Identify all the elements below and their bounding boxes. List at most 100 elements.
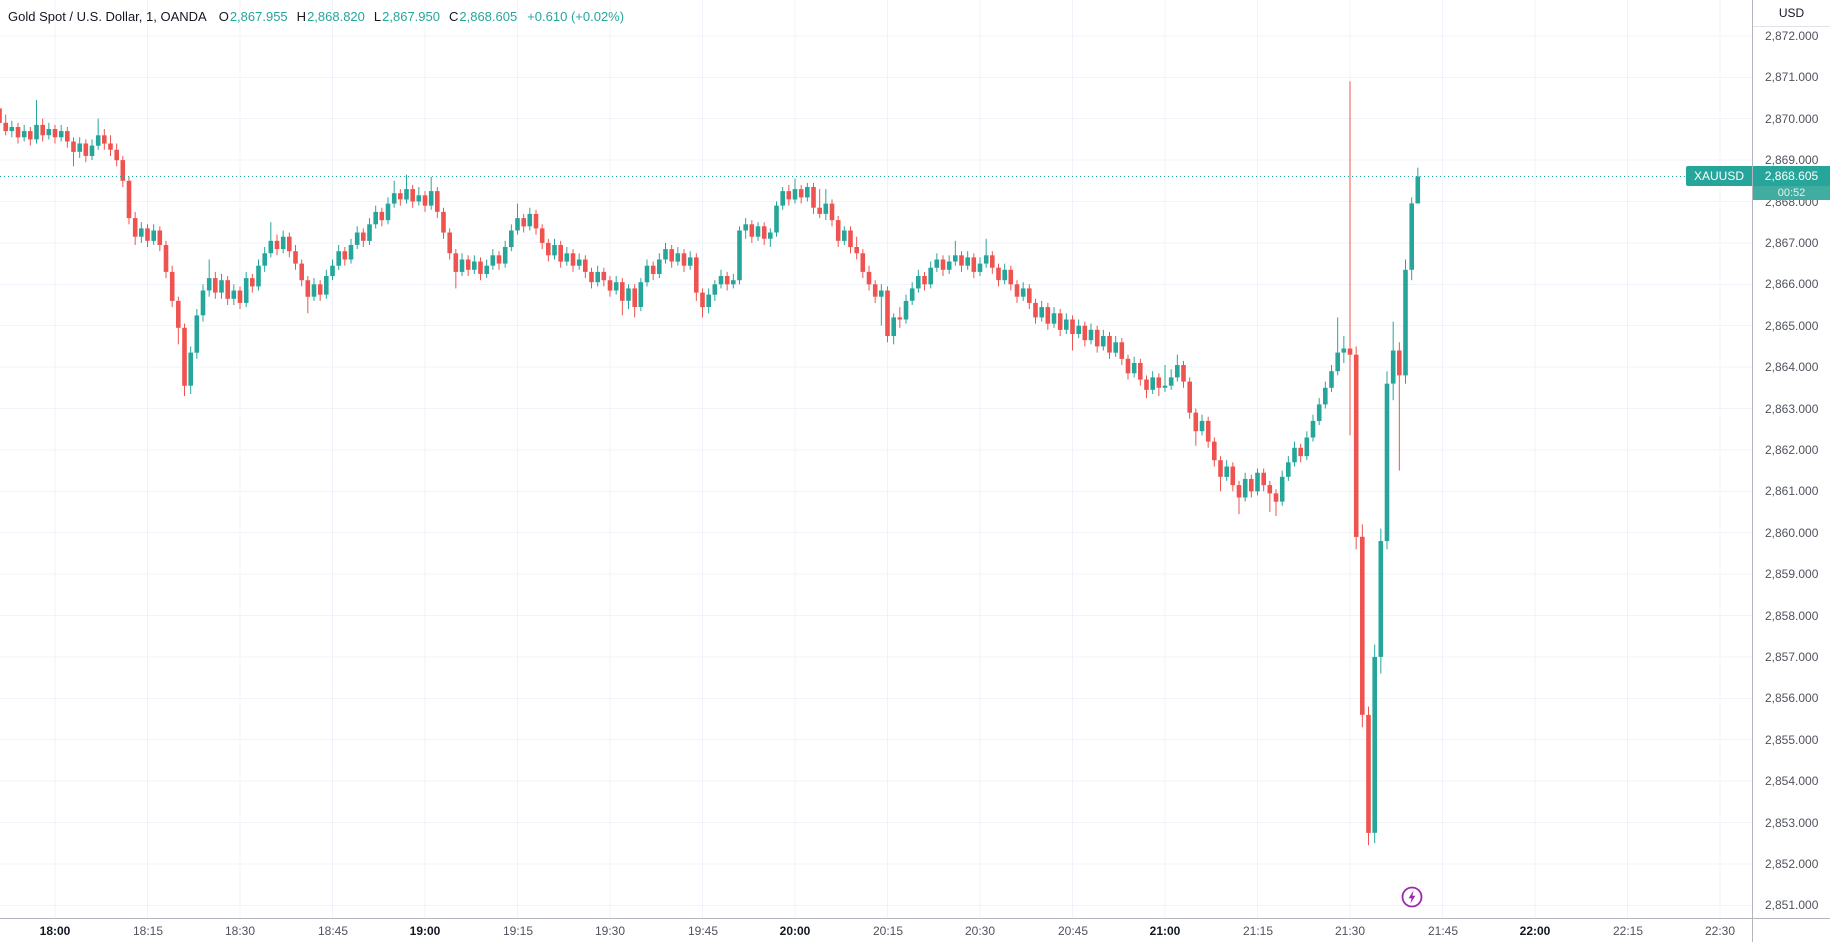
candle-body[interactable] — [120, 160, 126, 181]
candle-body[interactable] — [595, 271, 600, 283]
candle-body[interactable] — [706, 294, 711, 307]
candle-body[interactable] — [576, 259, 582, 266]
candle-body[interactable] — [632, 288, 637, 307]
candle-body[interactable] — [1070, 319, 1075, 335]
candle-body[interactable] — [1193, 412, 1199, 432]
candle-body[interactable] — [1230, 466, 1236, 486]
candle-body[interactable] — [311, 284, 317, 297]
candle-body[interactable] — [83, 143, 89, 156]
candle-body[interactable] — [675, 253, 681, 262]
candle-body[interactable] — [1107, 336, 1112, 353]
candle-body[interactable] — [1033, 302, 1038, 318]
candle-body[interactable] — [243, 278, 249, 303]
candle-body[interactable] — [132, 218, 138, 237]
candle-body[interactable] — [1372, 656, 1377, 833]
candle-body[interactable] — [336, 251, 341, 266]
chart-pane[interactable]: Gold Spot / U.S. Dollar, 1, OANDA O2,867… — [0, 0, 1752, 918]
candle-body[interactable] — [798, 189, 804, 198]
candle-body[interactable] — [761, 226, 767, 239]
candle-body[interactable] — [490, 255, 496, 266]
candle-body[interactable] — [299, 263, 304, 281]
candle-body[interactable] — [613, 282, 619, 291]
candle-body[interactable] — [644, 265, 650, 283]
candle-body[interactable] — [515, 218, 520, 231]
candles-layer[interactable] — [0, 81, 1421, 846]
candle-body[interactable] — [743, 224, 748, 231]
candle-body[interactable] — [1360, 536, 1365, 715]
candle-body[interactable] — [650, 265, 656, 274]
candle-body[interactable] — [1150, 377, 1155, 390]
candle-body[interactable] — [274, 240, 280, 250]
candle-body[interactable] — [139, 228, 144, 237]
candle-body[interactable] — [1384, 383, 1390, 541]
candle-body[interactable] — [1002, 269, 1007, 281]
candle-body[interactable] — [114, 149, 119, 161]
candle-body[interactable] — [533, 213, 539, 229]
candle-body[interactable] — [965, 257, 970, 266]
candle-body[interactable] — [805, 187, 810, 198]
candle-body[interactable] — [453, 253, 459, 272]
candle-body[interactable] — [971, 257, 977, 272]
candle-body[interactable] — [521, 218, 526, 227]
candle-body[interactable] — [990, 255, 995, 268]
candle-body[interactable] — [854, 247, 859, 254]
candle-body[interactable] — [213, 278, 218, 293]
candle-body[interactable] — [1323, 387, 1328, 405]
candle-body[interactable] — [1298, 447, 1303, 457]
candle-body[interactable] — [478, 261, 483, 274]
candle-body[interactable] — [342, 251, 348, 260]
candle-body[interactable] — [441, 211, 446, 233]
candle-body[interactable] — [206, 278, 212, 291]
candle-body[interactable] — [718, 276, 724, 285]
candle-body[interactable] — [817, 207, 822, 214]
candle-body[interactable] — [502, 247, 508, 264]
candle-body[interactable] — [916, 276, 921, 289]
candle-body[interactable] — [1175, 365, 1180, 378]
candle-body[interactable] — [163, 245, 169, 272]
candle-body[interactable] — [3, 122, 8, 132]
candle-body[interactable] — [231, 290, 237, 299]
candle-body[interactable] — [435, 191, 440, 212]
candle-body[interactable] — [823, 203, 829, 214]
candle-body[interactable] — [182, 327, 187, 386]
candle-body[interactable] — [1039, 307, 1044, 318]
candle-body[interactable] — [946, 261, 952, 270]
candle-body[interactable] — [58, 131, 64, 138]
candle-body[interactable] — [52, 129, 58, 138]
candle-body[interactable] — [1224, 466, 1229, 477]
candle-body[interactable] — [509, 230, 514, 248]
candle-body[interactable] — [1255, 472, 1260, 492]
candle-body[interactable] — [287, 236, 292, 252]
candle-body[interactable] — [953, 255, 958, 262]
candle-body[interactable] — [558, 245, 563, 262]
candle-body[interactable] — [928, 267, 933, 285]
candle-body[interactable] — [1045, 307, 1051, 324]
candle-body[interactable] — [1310, 420, 1316, 438]
candle-body[interactable] — [95, 135, 101, 146]
candle-body[interactable] — [1212, 441, 1217, 461]
candle-body[interactable] — [9, 127, 15, 132]
candle-body[interactable] — [1366, 714, 1371, 833]
candle-body[interactable] — [1397, 350, 1402, 376]
candle-body[interactable] — [71, 141, 76, 152]
candle-body[interactable] — [724, 276, 730, 285]
candle-body[interactable] — [780, 191, 785, 206]
candle-body[interactable] — [601, 271, 607, 281]
price-axis[interactable]: USD 2,872.000 2,871.000 2,870.000 2,869.000… — [1752, 0, 1830, 918]
candle-body[interactable] — [842, 230, 847, 241]
candle-body[interactable] — [422, 195, 428, 206]
candle-body[interactable] — [1390, 350, 1396, 384]
candle-body[interactable] — [546, 242, 551, 256]
candle-body[interactable] — [348, 245, 354, 260]
candle-body[interactable] — [262, 253, 267, 266]
candle-body[interactable] — [1162, 385, 1168, 388]
candle-body[interactable] — [1144, 379, 1149, 390]
candle-body[interactable] — [1181, 365, 1186, 382]
candle-body[interactable] — [1347, 348, 1353, 355]
candle-body[interactable] — [465, 259, 471, 270]
candle-body[interactable] — [996, 267, 1001, 281]
candle-body[interactable] — [1242, 478, 1248, 498]
candle-body[interactable] — [373, 211, 378, 225]
candle-body[interactable] — [866, 271, 872, 285]
candle-body[interactable] — [379, 211, 385, 221]
